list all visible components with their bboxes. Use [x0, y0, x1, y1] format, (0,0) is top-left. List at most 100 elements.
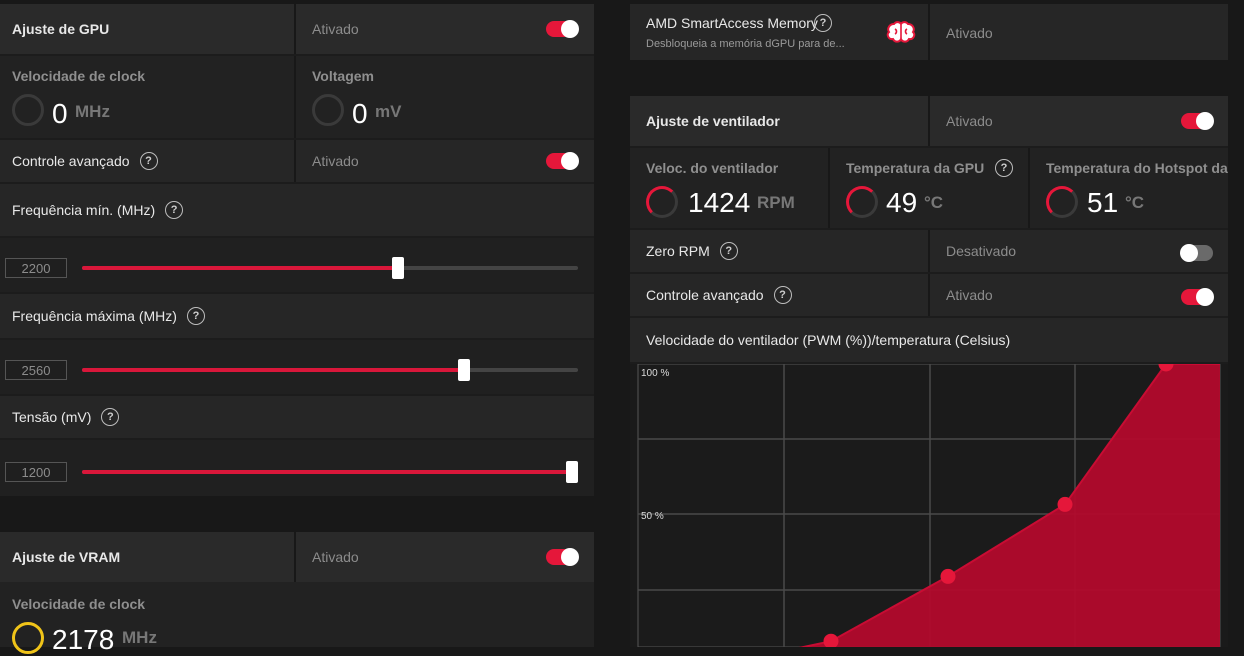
help-icon[interactable]: ? [165, 201, 184, 219]
vram-tuning-panel: Ajuste de VRAM Ativado Velocidade de clo… [0, 532, 594, 655]
freq-min-slider[interactable] [82, 257, 578, 279]
fan-curve-chart[interactable]: 100 % 50 % [630, 364, 1228, 647]
help-icon[interactable]: ? [719, 242, 738, 260]
vram-tuning-title: Ajuste de VRAM [12, 549, 121, 565]
help-icon[interactable]: ? [773, 286, 792, 304]
chart-ytick-label: 50 % [641, 511, 664, 522]
gpu-stats-row [0, 56, 594, 138]
advanced-control-label: Controle avançado [12, 153, 130, 169]
chart-point[interactable] [1057, 496, 1073, 512]
gpu-tuning-header: Ajuste de GPU [0, 4, 594, 54]
hotspot-temp-unit: °C [1125, 193, 1145, 212]
chart-point[interactable] [823, 633, 839, 647]
chart-area-fill [638, 364, 1220, 647]
fan-advanced-status: Ativado [946, 287, 993, 303]
clock-value: 0 [52, 98, 68, 129]
hotspot-temp-value: 51 [1087, 187, 1119, 218]
fan-speed-label: Veloc. do ventilador [646, 160, 779, 176]
gpu-temp-label: Temperatura da GPU [846, 160, 985, 176]
vram-clock-unit: MHz [122, 628, 157, 647]
voltage-unit: mV [375, 102, 402, 121]
freq-max-label-row: Frequência máxima (MHz) ? [0, 294, 594, 338]
help-icon[interactable]: ? [814, 14, 832, 32]
fan-curve-title: Velocidade do ventilador (PWM (%))/tempe… [646, 332, 1011, 348]
fan-tuning-title: Ajuste de ventilador [646, 113, 780, 129]
vram-clock-gauge-icon [12, 622, 44, 654]
tension-slider[interactable] [82, 461, 578, 483]
divider [294, 140, 296, 182]
divider [828, 148, 830, 228]
fan-tuning-toggle[interactable] [1181, 112, 1214, 130]
divider [294, 532, 296, 582]
advanced-control-toggle[interactable] [546, 152, 579, 170]
sam-description: Desbloqueia a memória dGPU para de... [646, 38, 845, 50]
fan-tuning-panel: Ajuste de ventilador Ativado Veloc. do v… [630, 96, 1228, 647]
freq-max-slider[interactable] [82, 359, 578, 381]
fan-advanced-label: Controle avançado [646, 287, 764, 303]
tension-slider-row: 1200 [0, 440, 594, 496]
zero-rpm-toggle[interactable] [1180, 244, 1213, 262]
gpu-temp-value: 49 [886, 187, 918, 218]
gpu-tuning-toggle[interactable] [546, 20, 579, 38]
chart-point[interactable] [940, 568, 956, 584]
vram-tuning-status: Ativado [312, 549, 359, 565]
gpu-tuning-panel: Ajuste de GPU Ativado Velocidade de cloc… [0, 4, 594, 496]
help-icon[interactable]: ? [186, 307, 205, 325]
vram-clock-value: 2178 [52, 624, 115, 655]
vram-clock-label: Velocidade de clock [12, 596, 146, 612]
fan-stats-row [630, 148, 1228, 228]
tension-input[interactable]: 1200 [5, 462, 67, 482]
divider [928, 274, 930, 316]
fan-curve-header: Velocidade do ventilador (PWM (%))/tempe… [630, 318, 1228, 362]
chart-ytick-label: 100 % [641, 368, 669, 379]
help-icon[interactable]: ? [995, 159, 1013, 177]
freq-min-slider-row: 2200 [0, 238, 594, 292]
divider [1028, 148, 1030, 228]
tension-slider-fill [82, 470, 578, 474]
tension-slider-thumb[interactable] [566, 461, 578, 483]
zero-rpm-status: Desativado [946, 243, 1017, 259]
help-icon[interactable]: ? [101, 408, 120, 426]
fan-advanced-toggle[interactable] [1181, 288, 1214, 306]
freq-max-slider-fill [82, 368, 464, 372]
fan-speed-unit: RPM [757, 193, 795, 212]
fan-tuning-status: Ativado [946, 113, 993, 129]
freq-min-label: Frequência mín. (MHz) [12, 202, 156, 218]
divider [294, 56, 296, 138]
fan-speed-gauge-icon [646, 186, 678, 218]
tension-label-row: Tensão (mV) ? [0, 396, 594, 438]
advanced-control-row: Controle avançado ? [0, 140, 594, 182]
hotspot-temp-label: Temperatura do Hotspot da [1046, 160, 1228, 176]
help-icon[interactable]: ? [139, 152, 158, 170]
sam-panel: AMD SmartAccess Memory ? Desbloqueia a m… [630, 4, 1228, 60]
freq-max-slider-thumb[interactable] [458, 359, 470, 381]
gpu-tuning-status: Ativado [312, 21, 359, 37]
sam-title: AMD SmartAccess Memory [646, 15, 818, 31]
vram-tuning-toggle[interactable] [546, 548, 579, 566]
chart-point[interactable] [1158, 364, 1174, 372]
freq-max-input[interactable]: 2560 [5, 360, 67, 380]
freq-min-input[interactable]: 2200 [5, 258, 67, 278]
clock-label: Velocidade de clock [12, 68, 146, 84]
fan-curve-svg[interactable]: 100 % 50 % [630, 364, 1228, 647]
vram-tuning-header: Ajuste de VRAM [0, 532, 594, 582]
voltage-label: Voltagem [312, 68, 374, 84]
gpu-temp-gauge-icon [846, 186, 878, 218]
zero-rpm-label: Zero RPM [646, 243, 710, 259]
clock-gauge-icon [12, 94, 44, 126]
freq-min-slider-fill [82, 266, 400, 270]
hotspot-temp-gauge-icon [1046, 186, 1078, 218]
freq-min-slider-thumb[interactable] [392, 257, 404, 279]
fan-speed-value: 1424 [688, 187, 751, 218]
divider [928, 4, 930, 60]
voltage-gauge-icon [312, 94, 344, 126]
gpu-tuning-title: Ajuste de GPU [12, 21, 110, 37]
voltage-value: 0 [352, 98, 368, 129]
clock-unit: MHz [75, 102, 110, 121]
sam-status: Ativado [946, 25, 993, 41]
advanced-control-status: Ativado [312, 153, 359, 169]
divider [928, 230, 930, 272]
freq-max-slider-row: 2560 [0, 340, 594, 394]
brain-icon [886, 21, 916, 43]
divider [928, 96, 930, 146]
